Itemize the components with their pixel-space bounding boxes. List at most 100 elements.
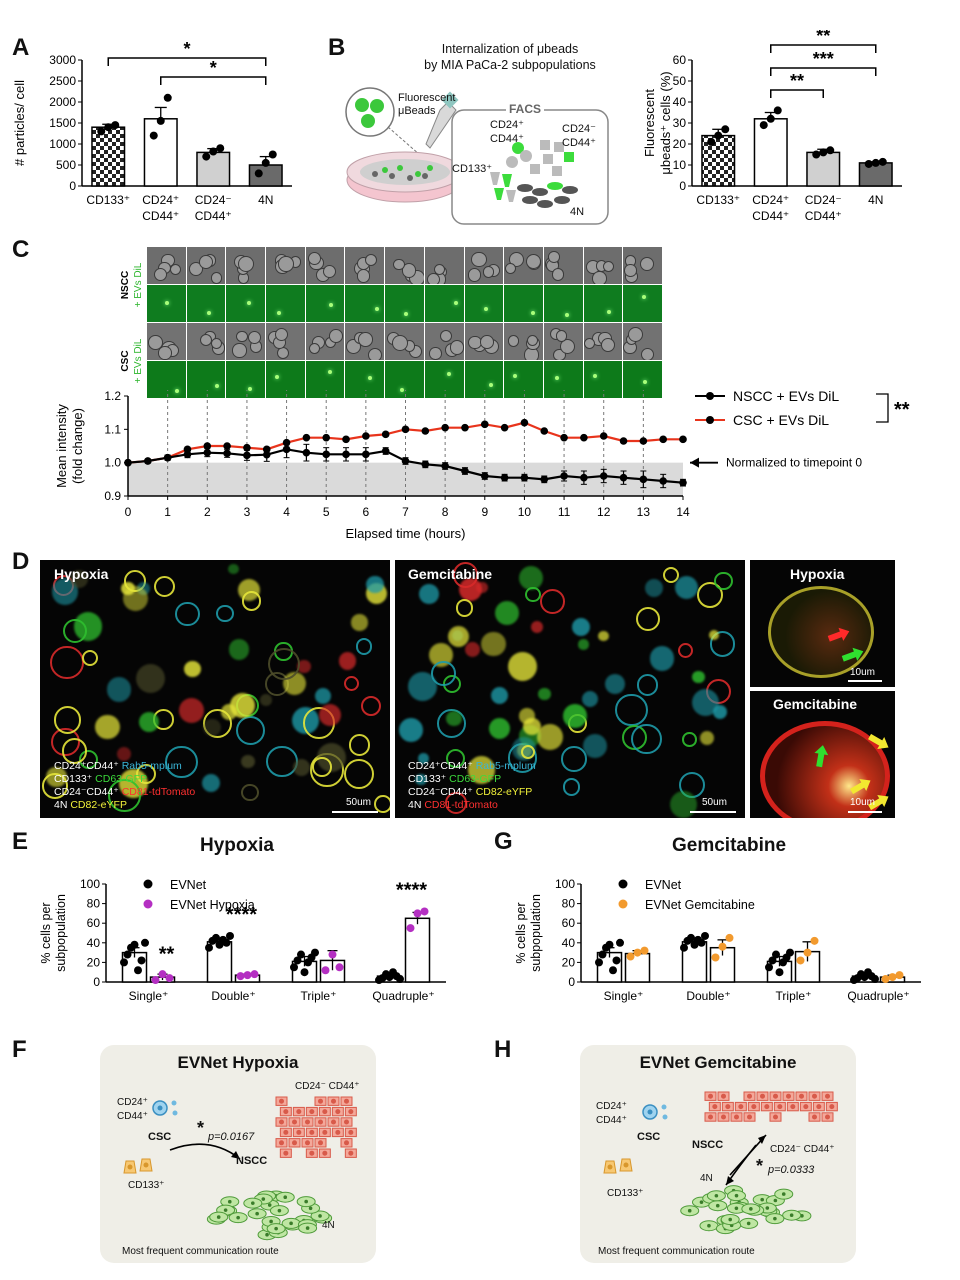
data-point <box>243 451 251 460</box>
x-tick-label: 4 <box>283 505 290 519</box>
significance-bracket <box>770 89 824 98</box>
cell-nucleus <box>734 1206 739 1211</box>
brightfield-frame <box>464 247 504 284</box>
data-point <box>342 435 350 444</box>
cell-nucleus <box>335 1109 341 1115</box>
normalized-note: Normalized to timepoint 0 <box>726 456 862 470</box>
fluorescent-cell <box>649 646 675 671</box>
cell-shape <box>308 252 322 266</box>
cell-nucleus <box>825 1114 830 1120</box>
legend-population: CD24⁺CD44⁺ <box>408 760 476 772</box>
fluorescent-cell <box>495 600 520 625</box>
c-row1-label: NSCC + EVs DiL <box>115 250 145 320</box>
data-point <box>605 940 614 949</box>
arrow-head-icon <box>726 1176 734 1185</box>
y-tick-label: 1000 <box>49 137 76 151</box>
fluorescent-cell <box>635 607 661 632</box>
data-point <box>396 975 404 984</box>
zoomed-cell <box>768 586 874 678</box>
data-point <box>421 427 430 435</box>
cell-shape <box>232 343 247 358</box>
panel-label-b: B <box>328 34 346 61</box>
data-point <box>580 433 588 442</box>
legend-marker-name: CD81-tdTomato <box>424 799 498 811</box>
data-point <box>500 423 509 432</box>
y-axis-label: μbeads⁺ cells (%) <box>658 71 673 174</box>
fluorescent-cell <box>682 732 697 747</box>
x-tick-label: Quadruple⁺ <box>372 989 434 1003</box>
beads-magnifier <box>345 87 395 137</box>
f-footer: Most frequent communication route <box>122 1246 279 1257</box>
x-tick-label: CD24⁻ <box>195 193 232 207</box>
fluorescent-cell <box>708 630 719 641</box>
data-point <box>406 924 415 933</box>
legend-population: 4N <box>54 799 71 811</box>
brightfield-frame <box>623 323 662 360</box>
significance-stars: ** <box>159 943 175 965</box>
data-point <box>413 909 422 918</box>
fluorescent-spot <box>374 306 379 311</box>
cell-nucleus <box>764 1104 770 1110</box>
legend-line: 4N CD81-tdTomato <box>408 799 498 811</box>
scale-50-gem: 50um <box>702 797 728 808</box>
cell-nucleus <box>699 1200 704 1204</box>
cell-nucleus <box>296 1109 302 1115</box>
data-point <box>697 938 706 947</box>
cell-nucleus <box>292 1119 297 1125</box>
fluorescent-cell <box>605 674 626 695</box>
fluorescent-cell <box>491 686 509 704</box>
chart-a: 0 500 1000 1500 2000 2500 3000 # particles/ cel… <box>12 39 292 223</box>
g-title: Gemcitabine <box>672 835 787 856</box>
fluorescent-cell <box>692 670 705 684</box>
fluorescent-cell <box>445 748 466 769</box>
cell-nucleus <box>309 1109 315 1115</box>
cell-shape <box>504 262 517 275</box>
cell-shape <box>527 334 539 346</box>
brightfield-frame <box>226 323 266 360</box>
data-point <box>362 432 370 440</box>
panel-label-f: F <box>12 1036 27 1063</box>
y-tick-label: 10 <box>673 158 687 172</box>
data-point <box>144 457 152 465</box>
cell-nucleus <box>279 1098 284 1104</box>
b-beads-label-2: μBeads <box>398 105 436 117</box>
chart-g: 0 20 40 60 80 100 % cells per subpopulation EVNe… <box>514 877 921 1003</box>
legend-label: EVNet Gemcitabine <box>645 898 755 912</box>
cell-nucleus <box>283 1195 288 1199</box>
h-4n: 4N <box>700 1173 713 1184</box>
brightfield-frame <box>147 323 186 360</box>
fluorescent-cell <box>696 581 724 609</box>
cell-shape <box>401 263 417 278</box>
x-tick-label: Double⁺ <box>211 989 255 1003</box>
ev-dot <box>661 1104 667 1110</box>
cell-shape <box>328 329 343 344</box>
data-point <box>321 966 330 975</box>
cell-nucleus <box>812 1093 817 1099</box>
fluorescent-cell <box>488 717 511 739</box>
microscopy-strips <box>147 247 663 399</box>
fluorescent-cell <box>175 602 200 627</box>
y-tick-label: 500 <box>56 158 76 172</box>
cell-nucleus <box>305 1226 310 1230</box>
x-tick-label: Single⁺ <box>129 989 169 1003</box>
brightfield-frame <box>345 323 385 360</box>
data-point <box>721 125 730 134</box>
legend-line: CD24⁺CD44⁺ Rab5-mplum <box>408 760 536 772</box>
brightfield-frame <box>504 323 543 360</box>
fluorescent-cell <box>311 756 332 777</box>
fluorescent-cell <box>315 688 332 704</box>
x-tick-label: 3 <box>244 505 251 519</box>
cell-nucleus <box>322 1150 328 1156</box>
x-tick-label: Triple⁺ <box>776 989 812 1003</box>
significance-stars: * <box>183 39 190 59</box>
data-point <box>718 942 727 951</box>
data-point <box>293 956 302 965</box>
cell-nucleus <box>812 1114 817 1120</box>
fluorescent-cell <box>525 586 541 602</box>
legend-line: CD133⁺ CD63-GFP <box>408 773 501 785</box>
data-point <box>243 443 251 452</box>
f-cd44a: CD44⁺ <box>117 1111 148 1122</box>
y-axis-label: subpopulation <box>54 894 68 972</box>
brightfield-frame <box>186 247 226 284</box>
y-axis-label: Fluorescent <box>642 89 657 157</box>
